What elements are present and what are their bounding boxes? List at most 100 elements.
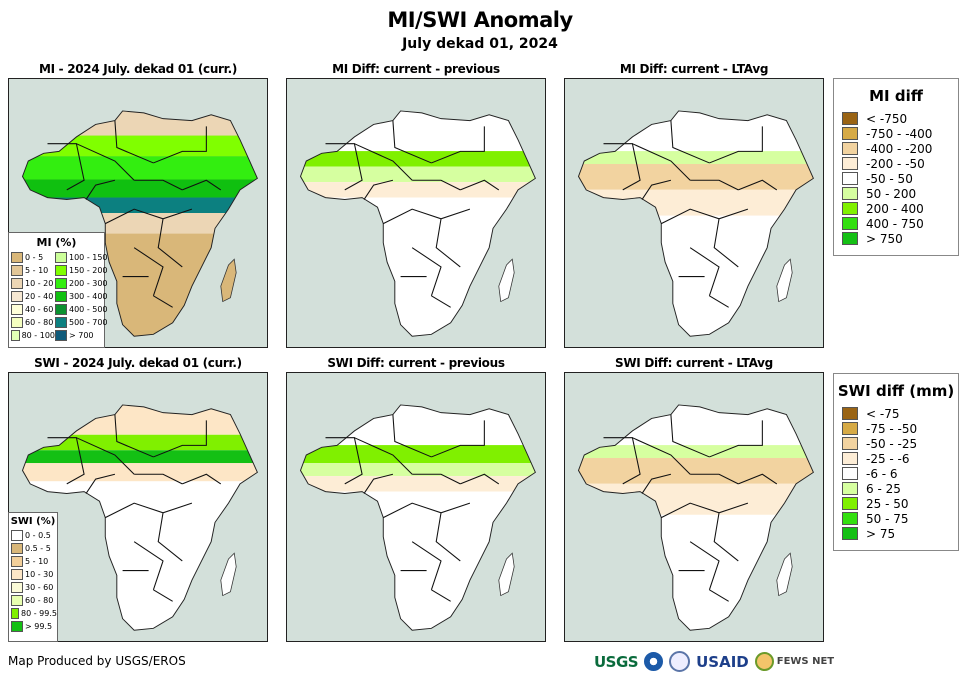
country-border [713, 512, 739, 562]
legend-item: -200 - -50 [834, 156, 958, 171]
legend-label: -400 - -200 [866, 141, 933, 156]
value-band [22, 213, 258, 234]
legend-swatch [55, 252, 67, 263]
legend-label: < -750 [866, 111, 908, 126]
legend-label: 10 - 20 [25, 279, 54, 288]
country-border [431, 126, 485, 164]
legend-item: > 75 [834, 526, 958, 541]
page-subtitle: July dekad 01, 2024 [402, 36, 558, 52]
legend-item: -50 - -25 [834, 436, 958, 451]
legend-item: -50 - 50 [834, 171, 958, 186]
country-border [363, 473, 394, 494]
usgs-logo: USGS [594, 652, 639, 671]
country-border [460, 179, 500, 191]
country-border [76, 143, 135, 181]
legend-title: MI diff [869, 87, 923, 105]
legend-swatch [842, 422, 858, 435]
legend-item: 6 - 25 [834, 481, 958, 496]
country-border [383, 208, 471, 225]
legend-label: 200 - 400 [866, 201, 924, 216]
africa-map [299, 404, 536, 631]
legend-item: 30 - 60 [11, 581, 57, 594]
legend-label: 0 - 5 [25, 253, 44, 262]
country-border [431, 295, 451, 308]
country-border [392, 414, 432, 458]
value-band [300, 463, 536, 477]
fews-net-label: FEWS NET [776, 656, 835, 667]
legend-swatch [11, 530, 23, 541]
legend-item: 300 - 400 [55, 290, 108, 303]
legend-item: 50 - 75 [834, 511, 958, 526]
value-band [578, 110, 814, 152]
legend-label: 60 - 80 [25, 318, 54, 327]
country-border [641, 473, 672, 494]
legend-item: 400 - 500 [55, 303, 108, 316]
legend-swatch [55, 317, 67, 328]
legend-label: 80 - 100 [21, 331, 55, 340]
legend-item: 0.5 - 5 [11, 542, 57, 555]
legend-item: 500 - 700 [55, 316, 108, 329]
legend-label: 100 - 150 [69, 253, 108, 262]
value-band [578, 404, 814, 446]
legend-swatch [11, 317, 23, 328]
legend-swatch [11, 252, 23, 263]
country-border [431, 420, 485, 458]
legend-item: > 750 [834, 231, 958, 246]
country-border [392, 120, 432, 164]
legend-swatch [842, 512, 858, 525]
legend-swatch [11, 582, 23, 593]
legend-title: SWI (%) [10, 516, 56, 527]
country-border [383, 502, 471, 519]
legend-item: 400 - 750 [834, 216, 958, 231]
legend-mi-diff: MI diff < -750 -750 - -400 -400 - -200 -200… [833, 78, 959, 256]
legend-swi-diff: SWI diff (mm) < -75 -75 - -50 -50 - -25 -25… [833, 373, 959, 551]
country-border [632, 143, 691, 181]
legend-swatch [11, 595, 23, 606]
madagascar [498, 258, 515, 303]
legend-label: 40 - 60 [25, 305, 54, 314]
legend-item: < -750 [834, 111, 958, 126]
legend-label: 0.5 - 5 [25, 544, 51, 553]
legend-label: -50 - 50 [866, 171, 913, 186]
country-border [738, 473, 778, 485]
map-panel-swi-diff-ltavg [564, 372, 824, 642]
africa-map [577, 404, 814, 631]
country-border [134, 473, 183, 485]
map-panel-mi-diff-previous [286, 78, 546, 348]
legend-swatch [842, 142, 858, 155]
legend-swatch [11, 621, 23, 632]
legend-item: 0 - 5 [11, 251, 55, 264]
legend-swatch [55, 278, 67, 289]
legend-swatch [842, 187, 858, 200]
country-border [153, 126, 207, 164]
legend-label: 25 - 50 [866, 496, 909, 511]
legend-label: > 750 [866, 231, 903, 246]
country-border [157, 218, 183, 268]
legend-item: -25 - -6 [834, 451, 958, 466]
country-border [114, 120, 154, 164]
legend-item: 80 - 99.5 [11, 607, 57, 620]
legend-swatch [842, 202, 858, 215]
country-border [412, 473, 461, 485]
country-border [412, 179, 461, 191]
legend-swatch [55, 304, 67, 315]
legend-swatch [842, 467, 858, 480]
legend-swatch [55, 265, 67, 276]
country-border [709, 420, 763, 458]
legend-swatch [842, 172, 858, 185]
map-panel-swi-diff-previous [286, 372, 546, 642]
legend-item: 0 - 0.5 [11, 529, 57, 542]
africa-map [577, 110, 814, 337]
legend-label: > 700 [69, 331, 94, 340]
legend-item: 20 - 40 [11, 290, 55, 303]
value-band [578, 189, 814, 216]
legend-label: < -75 [866, 406, 900, 421]
legend-mi-percent: MI (%) 0 - 5 5 - 10 10 - 20 20 - 40 40 - 60 6… [8, 232, 108, 348]
legend-label: 30 - 60 [25, 583, 54, 592]
legend-label: 0 - 0.5 [25, 531, 51, 540]
country-border [47, 143, 85, 191]
legend-label: 50 - 200 [866, 186, 917, 201]
legend-swatch [55, 291, 67, 302]
value-band [300, 110, 536, 152]
legend-item: 25 - 50 [834, 496, 958, 511]
